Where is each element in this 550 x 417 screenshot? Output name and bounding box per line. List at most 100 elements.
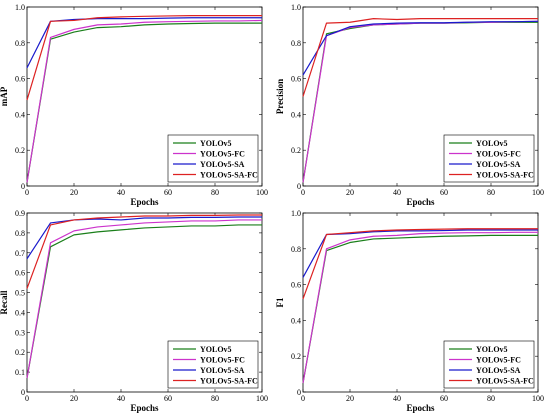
chart4-xtick-label: 0 [301, 394, 305, 403]
chart2-panel: 0 20 40 60 80 100 0 0.2 0.4 0.6 0.8 1.0 Epochs Precis… [275, 3, 544, 207]
chart4-ytick-label: 0.4 [291, 316, 301, 325]
chart3-panel: 0 20 40 60 80 100 0 0.1 0.2 0.3 0.4 0.5 0.6 0.7 0.8 0.9… [0, 209, 268, 413]
chart4-legend-label-4: YOLOv5-SA-FC [476, 377, 534, 386]
chart3-ytick-label: 0.1 [15, 368, 25, 377]
chart3-ytick-label: 0.5 [15, 289, 25, 298]
chart3-x-axis-label: Epochs [130, 403, 159, 413]
chart3-series-line-1 [26, 224, 262, 379]
chart4-xtick-label: 40 [393, 394, 401, 403]
chart2-ytick-label: 0.6 [291, 75, 301, 84]
chart4-ytick-label: 0.8 [291, 245, 301, 254]
chart2-ytick-label: 0 [297, 182, 301, 191]
chart1-ytick-label: 0.6 [15, 75, 25, 84]
chart2-ytick-label: 1.0 [291, 3, 301, 12]
chart4-ytick-label: 0 [297, 388, 301, 397]
chart3-ytick-label: 0.6 [15, 269, 25, 278]
chart2-ytick-label: 0.2 [291, 146, 301, 155]
chart3-xtick-label: 100 [256, 394, 268, 403]
chart2-xtick-label: 100 [532, 188, 544, 197]
chart3-xtick-label: 40 [117, 394, 125, 403]
chart3-ytick-label: 0.7 [15, 249, 25, 258]
chart2-legend-label-1: YOLOv5 [476, 139, 508, 148]
chart2-series-line-4 [302, 18, 538, 97]
chart2-ytick-label: 0.8 [291, 39, 301, 48]
chart4-y-axis-label: F1 [275, 297, 285, 307]
chart1-xtick-label: 0 [25, 188, 29, 197]
chart3-xtick-label: 20 [70, 394, 78, 403]
chart3-series-line-4 [26, 214, 262, 289]
chart1-ytick-label: 0.8 [15, 39, 25, 48]
chart3-ytick-label: 0.2 [15, 348, 25, 357]
chart1-series-line-4 [26, 14, 262, 101]
chart2-xtick-label: 80 [487, 188, 495, 197]
chart1-ytick-label: 0.2 [15, 146, 25, 155]
chart1-xtick-label: 100 [256, 188, 268, 197]
chart2-legend-label-2: YOLOv5-FC [476, 150, 521, 159]
chart2-xtick-label: 40 [393, 188, 401, 197]
chart1-x-axis-label: Epochs [130, 197, 159, 207]
chart3-xtick-label: 80 [211, 394, 219, 403]
chart2-x-axis-label: Epochs [406, 197, 435, 207]
chart2-xtick-label: 20 [346, 188, 354, 197]
chart2-ytick-label: 0.4 [291, 110, 301, 119]
chart3-legend-label-4: YOLOv5-SA-FC [200, 377, 258, 386]
chart3-xtick-label: 60 [164, 394, 172, 403]
chart3-y-axis-label: Recall [0, 290, 9, 314]
chart3-ytick-label: 0 [21, 388, 25, 397]
chart3-legend-label-3: YOLOv5-SA [200, 366, 245, 375]
chart2-xtick-label: 60 [440, 188, 448, 197]
chart2-legend-label-3: YOLOv5-SA [476, 160, 521, 169]
chart3-ytick-label: 0.9 [15, 209, 25, 218]
chart3-series-line-3 [26, 216, 262, 260]
chart4-axes-frame [302, 212, 539, 393]
chart1-panel: 0 20 40 60 80 100 0 0.2 0.4 0.6 0.8 1.0 Epochs mAP YOL… [0, 3, 268, 207]
chart1-series-line-2 [26, 19, 263, 183]
chart1-xtick-label: 80 [211, 188, 219, 197]
chart3-ytick-label: 0.8 [15, 229, 25, 238]
chart4-xtick-label: 100 [532, 394, 544, 403]
chart4-ytick-label: 0.2 [291, 352, 301, 361]
chart4-legend-label-2: YOLOv5-FC [476, 356, 521, 365]
chart1-series-line-1 [26, 22, 262, 183]
chart3-legend-label-1: YOLOv5 [200, 345, 232, 354]
chart2-series-line-3 [302, 20, 539, 76]
chart4-xtick-label: 60 [440, 394, 448, 403]
chart3-xtick-label: 0 [25, 394, 29, 403]
chart2-xtick-label: 0 [301, 188, 305, 197]
chart1-ytick-label: 1.0 [15, 3, 25, 12]
chart3-ytick-label: 0.3 [15, 328, 25, 337]
chart3-ytick-label: 0.4 [15, 308, 25, 317]
chart1-ytick-label: 0 [21, 182, 25, 191]
chart4-legend-label-3: YOLOv5-SA [476, 366, 521, 375]
chart2-y-axis-label: Precision [275, 79, 285, 114]
chart1-ytick-label: 0.4 [15, 110, 25, 119]
chart1-legend-label-3: YOLOv5-SA [200, 160, 245, 169]
chart4-series-line-4 [302, 228, 538, 300]
chart4-xtick-label: 20 [346, 394, 354, 403]
chart3-axes-frame [26, 212, 263, 393]
chart1-axes-frame [26, 6, 263, 187]
chart3-legend-label-2: YOLOv5-FC [200, 356, 245, 365]
chart1-y-axis-label: mAP [0, 86, 9, 106]
chart1-legend-label-1: YOLOv5 [200, 139, 232, 148]
chart1-xtick-label: 40 [117, 188, 125, 197]
chart4-panel: 0 20 40 60 80 100 0 0.2 0.4 0.6 0.8 1.0 Epochs F1 YOLO… [275, 209, 544, 413]
chart4-ytick-label: 0.6 [291, 281, 301, 290]
chart3-series-line-2 [26, 219, 262, 379]
chart4-legend-label-1: YOLOv5 [476, 345, 508, 354]
chart1-legend-label-4: YOLOv5-SA-FC [200, 171, 258, 180]
chart4-series-line-1 [302, 234, 538, 384]
chart1-xtick-label: 20 [70, 188, 78, 197]
chart4-ytick-label: 1.0 [291, 209, 301, 218]
chart1-legend-label-2: YOLOv5-FC [200, 150, 245, 159]
chart4-xtick-label: 80 [487, 394, 495, 403]
chart4-series-line-2 [302, 231, 538, 384]
chart1-xtick-label: 60 [164, 188, 172, 197]
chart2-legend-label-4: YOLOv5-SA-FC [476, 171, 534, 180]
chart4-x-axis-label: Epochs [406, 403, 435, 413]
